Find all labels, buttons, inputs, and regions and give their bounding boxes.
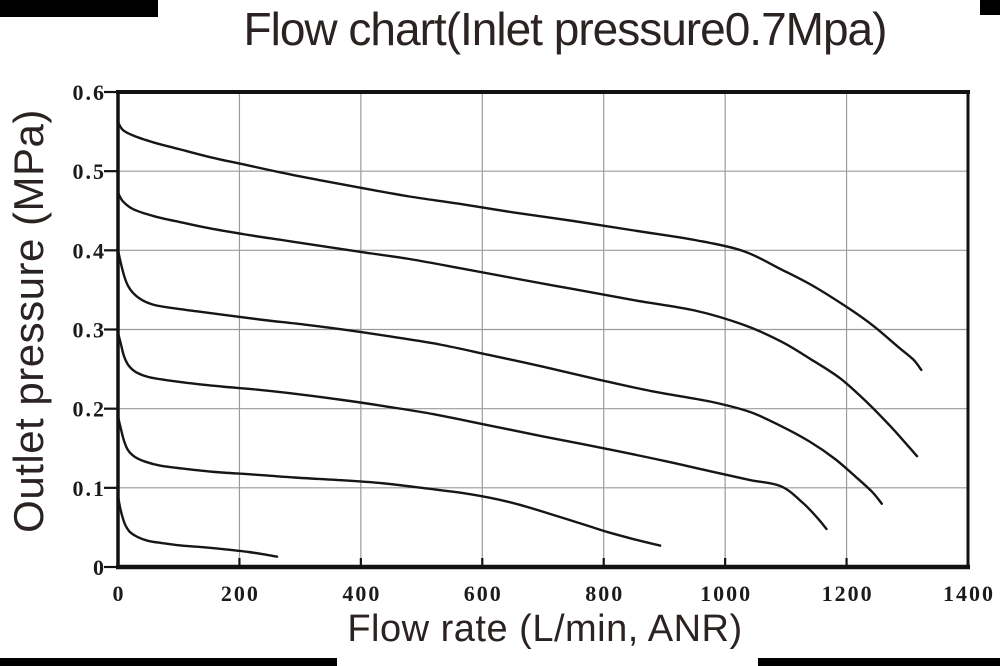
y-tick-label: 0.1 (73, 476, 107, 501)
x-tick-label: 600 (464, 581, 503, 606)
data-curve-4 (116, 331, 828, 531)
data-curve-3 (116, 249, 883, 505)
x-tick-label: 800 (585, 581, 624, 606)
y-tick-label: 0.2 (73, 397, 107, 422)
x-axis-label: Flow rate (L/min, ANR) (347, 608, 743, 650)
x-tick-label: 1400 (943, 581, 995, 606)
scan-artifact-top-left (0, 0, 158, 17)
data-curve-5 (116, 415, 662, 547)
y-tick-label: 0.6 (73, 80, 107, 105)
x-tick-label: 0 (113, 581, 126, 606)
y-tick-label: 0.4 (73, 238, 107, 263)
scan-artifact-bottom-right (758, 658, 1000, 666)
data-curve-2 (116, 191, 919, 458)
data-curve-1 (116, 120, 923, 372)
x-tick-label: 1000 (700, 581, 752, 606)
scan-artifact-bottom-left (0, 658, 337, 666)
chart-title: Flow chart(Inlet pressure0.7Mpa) (243, 3, 888, 55)
scan-artifact-top-right (980, 0, 1000, 15)
y-tick-label: 0.5 (73, 159, 107, 184)
y-tick-label: 0.3 (73, 318, 107, 343)
y-tick-label: 0 (93, 555, 106, 580)
x-tick-label: 400 (342, 581, 381, 606)
data-curve-6 (116, 494, 279, 558)
x-tick-label: 200 (221, 581, 260, 606)
x-tick-label: 1200 (822, 581, 874, 606)
